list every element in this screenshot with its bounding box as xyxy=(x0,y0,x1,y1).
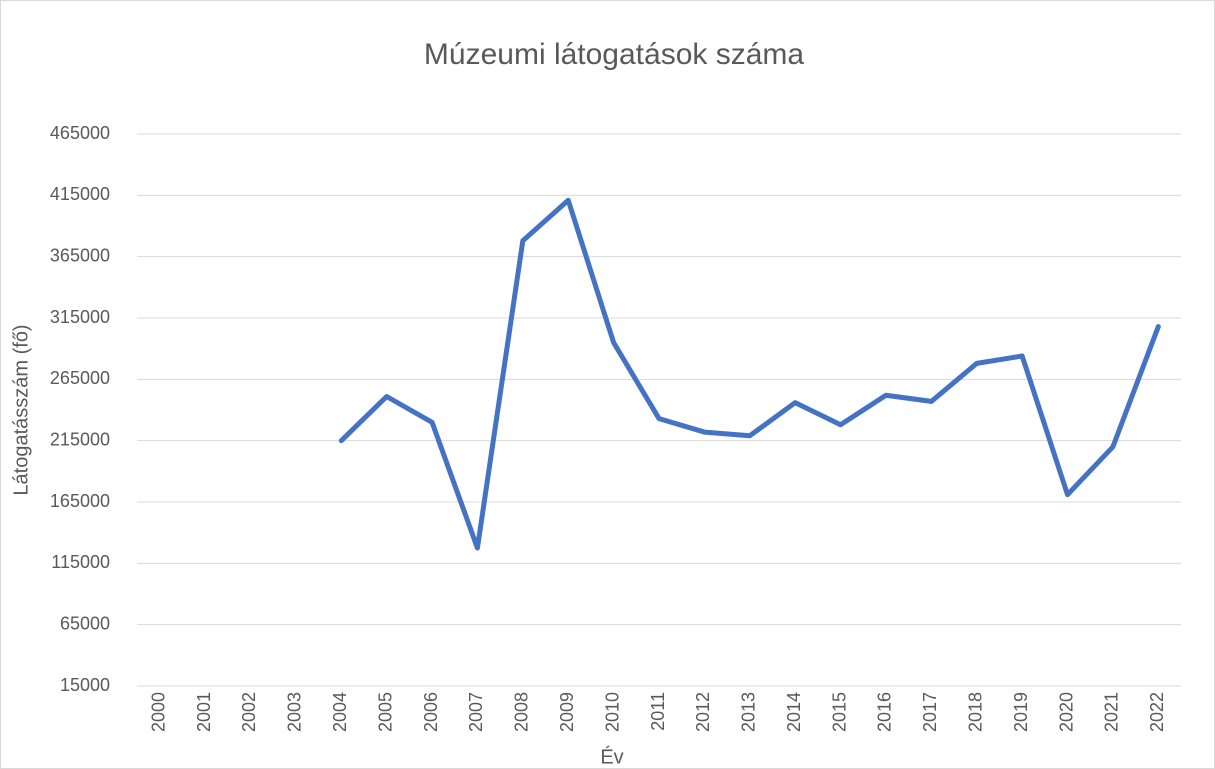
x-tick-label: 2000 xyxy=(148,692,168,732)
y-tick-label: 265000 xyxy=(50,368,110,388)
x-tick-label: 2008 xyxy=(512,692,532,732)
x-tick-label: 2004 xyxy=(330,692,350,732)
x-tick-label: 2007 xyxy=(466,692,486,732)
y-tick-label: 465000 xyxy=(50,123,110,143)
x-tick-label: 2003 xyxy=(285,692,305,732)
x-tick-label: 2022 xyxy=(1147,692,1167,732)
x-tick-label: 2021 xyxy=(1102,692,1122,732)
y-tick-label: 315000 xyxy=(50,307,110,327)
x-tick-label: 2011 xyxy=(648,692,668,731)
x-tick-label: 2015 xyxy=(829,692,849,732)
x-tick-label: 2019 xyxy=(1011,692,1031,732)
y-tick-label: 365000 xyxy=(50,245,110,265)
y-tick-label: 115000 xyxy=(51,552,110,572)
x-tick-label: 2017 xyxy=(920,692,940,732)
x-tick-label: 2006 xyxy=(421,692,441,732)
x-tick-label: 2020 xyxy=(1056,692,1076,732)
x-tick-label: 2010 xyxy=(602,692,622,732)
chart-title: Múzeumi látogatások száma xyxy=(424,38,804,71)
y-tick-label: 215000 xyxy=(50,429,110,449)
x-tick-label: 2014 xyxy=(784,692,804,732)
x-tick-label: 2005 xyxy=(375,692,395,732)
x-tick-label: 2002 xyxy=(239,692,259,732)
y-tick-label: 65000 xyxy=(60,613,110,633)
x-tick-label: 2013 xyxy=(739,692,759,732)
x-tick-label: 2001 xyxy=(194,692,214,732)
y-tick-label: 15000 xyxy=(60,675,110,695)
x-tick-label: 2012 xyxy=(693,692,713,732)
x-tick-label: 2016 xyxy=(875,692,895,732)
x-tick-label: 2009 xyxy=(557,692,577,732)
data-line xyxy=(338,197,1161,551)
x-axis-label: Év xyxy=(600,745,623,768)
y-tick-label: 165000 xyxy=(50,491,110,511)
y-tick-label: 415000 xyxy=(50,184,110,204)
x-tick-label: 2018 xyxy=(965,692,985,732)
y-axis-label: Látogatásszám (fő) xyxy=(10,324,32,495)
